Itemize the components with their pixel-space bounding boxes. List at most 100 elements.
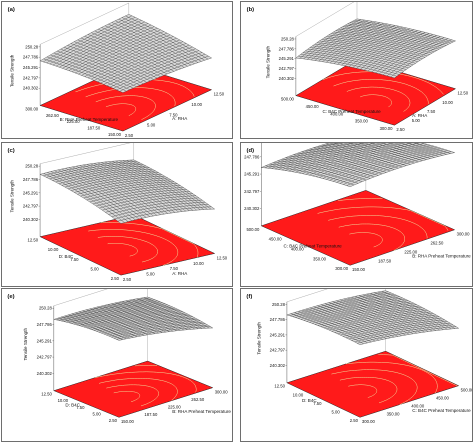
mesh-line [359, 295, 433, 332]
z-tick-label: 250.28 [25, 164, 39, 169]
z-axis-label: Tensile Strength [23, 328, 28, 361]
mesh-line [347, 297, 421, 333]
right-axis-tick: 187.50 [144, 412, 158, 417]
mesh-line [112, 161, 194, 211]
mesh-line [351, 297, 425, 333]
mesh-line [126, 160, 208, 210]
mesh-line [302, 143, 393, 174]
mesh-line [337, 25, 399, 65]
mesh-line [107, 304, 174, 332]
mesh-line [122, 160, 204, 210]
mesh-line [281, 143, 359, 171]
mesh-line [61, 170, 156, 186]
right-axis-tick: 2.50 [123, 277, 132, 282]
mesh-line [299, 19, 361, 59]
mesh-line [354, 19, 454, 43]
right-axis-tick: 500.00 [461, 388, 472, 393]
mesh-line [378, 143, 435, 158]
floor-plane [260, 190, 456, 266]
mesh-line [64, 172, 159, 188]
left-axis-tick: 450.00 [306, 104, 320, 109]
mesh-line [84, 36, 168, 75]
mesh-line [317, 146, 407, 166]
left-axis-tick: 12.50 [274, 384, 285, 389]
mesh-line [100, 306, 166, 333]
mesh-line [341, 26, 403, 66]
mesh-line [90, 163, 172, 214]
left-axis-tick: 5.00 [91, 266, 100, 271]
mesh-line [310, 21, 373, 61]
mesh-line [374, 292, 448, 330]
right-axis-tick: 12.50 [214, 92, 225, 97]
mesh-line [66, 301, 161, 323]
surface-plot: (e) 250.28 247.786 245.291 242.797 240.302 Ten… [7, 289, 231, 424]
mesh-line [318, 22, 380, 62]
mesh-line [115, 160, 197, 211]
mesh-line [278, 143, 354, 170]
mesh-line [288, 143, 369, 172]
mesh-line [264, 143, 334, 169]
surface-plot: (f) 250.28 247.786 245.291 242.797 240.302 Ten… [246, 289, 472, 424]
z-tick-label: 240.302 [270, 363, 286, 368]
mesh-line [108, 161, 190, 211]
mesh-line [349, 22, 449, 45]
mesh-line [292, 143, 375, 172]
mesh-line [71, 176, 165, 191]
right-axis-tick: 12.50 [458, 91, 469, 96]
mesh-line [359, 328, 459, 345]
contour-line [98, 378, 178, 401]
mesh-line [298, 143, 387, 174]
left-axis-tick: 350.00 [355, 119, 369, 124]
z-tick-label: 250.28 [25, 44, 39, 49]
mesh-line [285, 143, 364, 171]
right-axis-tick: 10.00 [191, 102, 202, 107]
mesh-line [300, 296, 400, 320]
left-axis-tick: 187.50 [87, 126, 101, 131]
mesh-line [83, 309, 178, 328]
mesh-line [121, 17, 205, 61]
mesh-line [345, 143, 423, 161]
surface-plot: (d)250.28247.786245.291242.797240.302Ten… [244, 143, 471, 272]
mesh-line [336, 300, 410, 335]
mesh-line [347, 23, 447, 46]
left-axis-tick: 5.00 [332, 410, 341, 415]
surface-panel: (a) 250.28 247.786 245.291 242.797 240.302 Ten… [1, 1, 233, 139]
mesh-line [125, 15, 209, 60]
mesh-line [317, 304, 417, 326]
left-axis-tick: 450.00 [269, 237, 283, 242]
right-axis-label: A: RHA [172, 116, 187, 121]
mesh-line [97, 162, 179, 213]
mesh-line [68, 28, 158, 71]
z-tick-label: 242.797 [37, 355, 53, 360]
right-axis-tick: 2.50 [125, 133, 134, 138]
right-axis-tick: 5.00 [412, 118, 421, 123]
right-axis-label: B: RHA Preheat Temperature [172, 409, 231, 414]
surface-panel: (f) 250.28 247.786 245.291 242.797 240.302 Ten… [240, 288, 473, 442]
mesh-line [295, 293, 395, 318]
left-axis-tick: 300.00 [25, 106, 39, 111]
mesh-line [303, 19, 365, 60]
left-axis-tick: 225.00 [67, 119, 81, 124]
mesh-line [118, 327, 213, 341]
left-axis-label: D: B4C [302, 398, 317, 403]
mesh-line [55, 167, 150, 183]
mesh-line [125, 300, 192, 330]
mesh-line [63, 300, 158, 322]
mesh-line [52, 20, 142, 66]
mesh-line [331, 143, 419, 163]
mesh-line [413, 143, 451, 154]
right-axis-tick: 187.50 [378, 258, 392, 263]
right-axis-tick: 5.00 [147, 123, 156, 128]
mesh-line [115, 20, 199, 63]
mesh-line [397, 143, 443, 156]
left-axis-label: B: RHA Preheat Temperature [60, 117, 119, 122]
mesh-line [104, 305, 170, 332]
left-axis-tick: 262.50 [46, 113, 60, 118]
mesh-line [59, 23, 149, 68]
z-tick-label: 240.302 [23, 86, 39, 91]
contour-line [105, 103, 137, 116]
response-surface [261, 143, 455, 187]
mesh-line [71, 303, 166, 324]
surface-panel: (c) 250.28 247.786 245.291 242.797 240.302 Ten… [1, 142, 233, 287]
surface-plot: (b) 250.28 247.786 245.291 242.797 240.302 Ten… [247, 2, 469, 132]
